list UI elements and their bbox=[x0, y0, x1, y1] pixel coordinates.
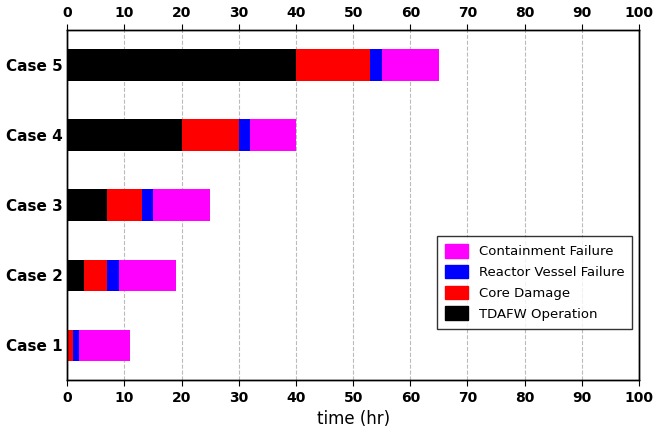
Bar bbox=[67, 330, 73, 361]
Bar bbox=[84, 260, 107, 291]
Legend: Containment Failure, Reactor Vessel Failure, Core Damage, TDAFW Operation: Containment Failure, Reactor Vessel Fail… bbox=[436, 236, 633, 329]
X-axis label: time (hr): time (hr) bbox=[316, 411, 389, 428]
Bar bbox=[67, 260, 84, 291]
Bar bbox=[142, 190, 153, 221]
Bar bbox=[78, 330, 130, 361]
Bar bbox=[67, 119, 182, 151]
Bar bbox=[73, 330, 78, 361]
Bar bbox=[107, 260, 119, 291]
Bar bbox=[107, 190, 142, 221]
Bar bbox=[182, 119, 239, 151]
Bar bbox=[296, 49, 370, 81]
Bar bbox=[250, 119, 296, 151]
Bar bbox=[67, 49, 296, 81]
Bar bbox=[119, 260, 176, 291]
Bar bbox=[239, 119, 250, 151]
Bar bbox=[370, 49, 382, 81]
Bar bbox=[382, 49, 439, 81]
Bar bbox=[67, 190, 107, 221]
Bar bbox=[153, 190, 210, 221]
